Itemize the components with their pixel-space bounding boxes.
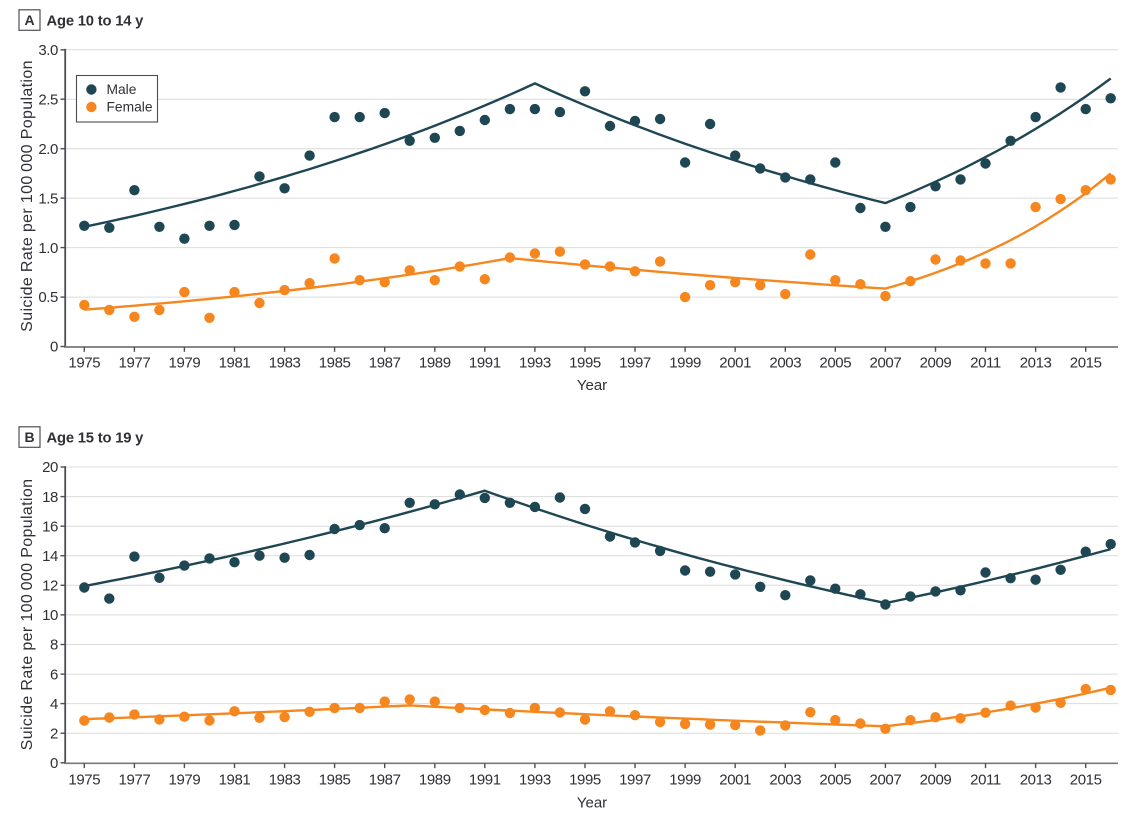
svg-text:2005: 2005: [819, 771, 851, 788]
svg-text:2011: 2011: [970, 355, 1001, 372]
svg-text:2003: 2003: [769, 771, 801, 788]
svg-text:2.0: 2.0: [38, 141, 58, 158]
svg-text:Female: Female: [107, 100, 153, 115]
svg-text:2009: 2009: [920, 355, 952, 372]
svg-text:1987: 1987: [369, 355, 401, 372]
svg-text:1999: 1999: [669, 771, 701, 788]
svg-text:1983: 1983: [269, 771, 301, 788]
svg-text:B: B: [24, 429, 34, 445]
svg-text:2015: 2015: [1070, 771, 1102, 788]
svg-text:2013: 2013: [1020, 771, 1052, 788]
svg-text:2007: 2007: [870, 355, 902, 372]
svg-text:1987: 1987: [369, 771, 401, 788]
svg-text:2007: 2007: [870, 771, 902, 788]
svg-text:Age 10 to 14 y: Age 10 to 14 y: [47, 13, 145, 29]
svg-text:2001: 2001: [719, 771, 751, 788]
svg-text:16: 16: [42, 518, 58, 535]
svg-text:Suicide Rate per 100 000 Popul: Suicide Rate per 100 000 Population: [19, 60, 36, 332]
svg-text:0: 0: [50, 755, 58, 772]
svg-text:1979: 1979: [169, 771, 201, 788]
svg-text:8: 8: [50, 637, 58, 654]
svg-text:1993: 1993: [519, 355, 551, 372]
svg-text:1997: 1997: [619, 355, 651, 372]
svg-text:2005: 2005: [819, 355, 851, 372]
svg-text:2: 2: [50, 725, 58, 742]
svg-text:1995: 1995: [569, 771, 601, 788]
svg-text:1983: 1983: [269, 355, 301, 372]
svg-text:1975: 1975: [68, 771, 100, 788]
svg-text:2003: 2003: [769, 355, 801, 372]
svg-text:1995: 1995: [569, 355, 601, 372]
svg-text:0: 0: [50, 339, 58, 356]
svg-text:1985: 1985: [319, 355, 351, 372]
svg-text:Suicide Rate per 100 000 Popul: Suicide Rate per 100 000 Population: [19, 479, 36, 751]
svg-text:1991: 1991: [469, 771, 501, 788]
svg-text:2015: 2015: [1070, 355, 1102, 372]
svg-text:Male: Male: [107, 82, 137, 97]
svg-text:2001: 2001: [719, 355, 751, 372]
svg-text:Year: Year: [577, 377, 607, 394]
svg-text:6: 6: [50, 666, 58, 683]
svg-text:1981: 1981: [219, 771, 251, 788]
svg-text:2009: 2009: [920, 771, 952, 788]
svg-text:12: 12: [42, 578, 58, 595]
svg-text:1997: 1997: [619, 771, 651, 788]
svg-text:1989: 1989: [419, 771, 451, 788]
svg-text:Age 15 to 19 y: Age 15 to 19 y: [47, 430, 145, 446]
svg-text:2013: 2013: [1020, 355, 1052, 372]
svg-text:Year: Year: [577, 794, 607, 811]
svg-text:1989: 1989: [419, 355, 451, 372]
svg-text:18: 18: [42, 489, 58, 506]
svg-text:1975: 1975: [68, 355, 100, 372]
svg-text:1.5: 1.5: [38, 190, 58, 207]
svg-text:1977: 1977: [119, 771, 151, 788]
svg-text:2011: 2011: [970, 771, 1001, 788]
svg-text:2.5: 2.5: [38, 92, 58, 109]
svg-text:1.0: 1.0: [38, 240, 58, 257]
svg-text:4: 4: [50, 696, 58, 713]
svg-text:1981: 1981: [219, 355, 251, 372]
svg-text:10: 10: [42, 607, 58, 624]
svg-text:1999: 1999: [669, 355, 701, 372]
svg-text:1991: 1991: [469, 355, 501, 372]
svg-text:1979: 1979: [169, 355, 201, 372]
svg-text:0.5: 0.5: [38, 289, 58, 306]
svg-text:1985: 1985: [319, 771, 351, 788]
svg-text:1977: 1977: [119, 355, 151, 372]
svg-text:3.0: 3.0: [38, 42, 58, 59]
svg-text:14: 14: [42, 548, 58, 565]
svg-text:1993: 1993: [519, 771, 551, 788]
svg-text:20: 20: [42, 459, 58, 476]
svg-text:A: A: [24, 12, 34, 28]
